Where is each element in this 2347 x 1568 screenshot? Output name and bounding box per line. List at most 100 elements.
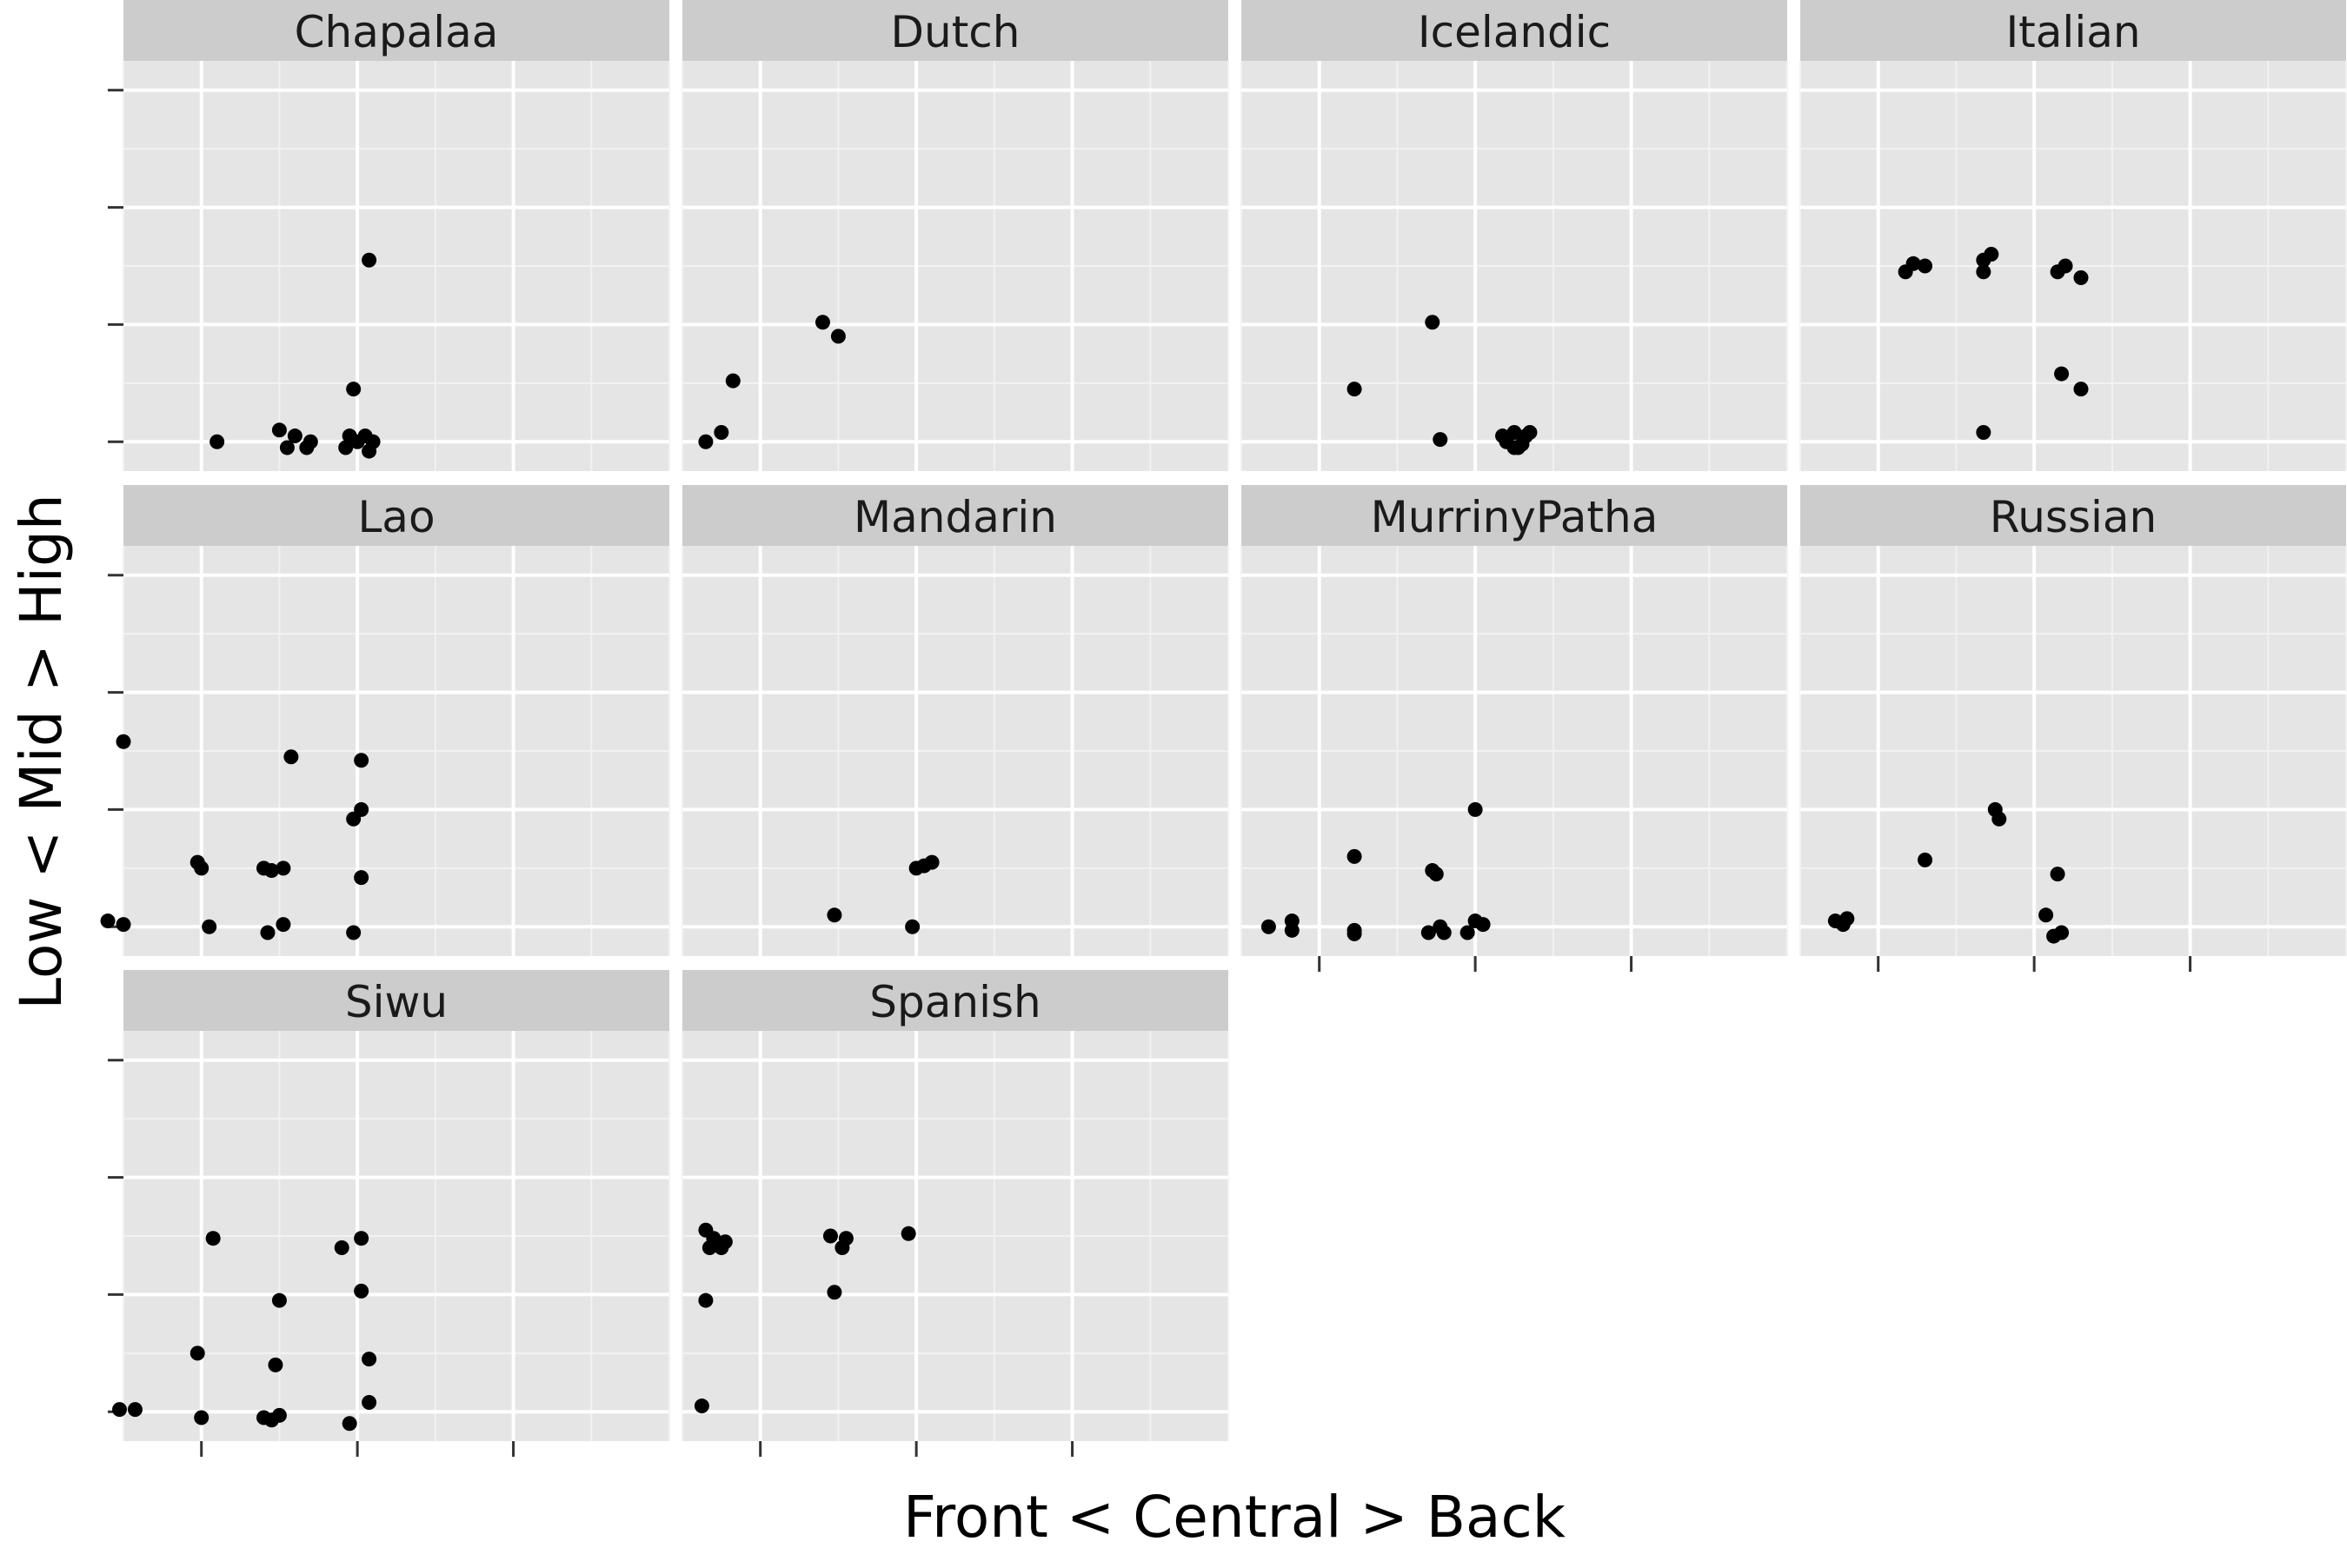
data-point — [830, 329, 846, 344]
data-point — [924, 854, 940, 870]
data-point — [838, 1231, 854, 1246]
facet-dutch: Dutch — [681, 0, 1229, 471]
facet-chapalaa: Chapalaa — [108, 0, 670, 471]
facet-label: Icelandic — [1418, 7, 1611, 57]
data-point — [1425, 315, 1440, 330]
data-point — [209, 434, 225, 449]
data-point — [1428, 867, 1444, 882]
data-point — [194, 860, 209, 876]
data-point — [346, 382, 362, 397]
data-point — [1976, 264, 1991, 280]
data-point — [354, 870, 369, 886]
facet-strip — [682, 485, 1228, 546]
facet-mandarin: Mandarin — [681, 485, 1229, 956]
facet-label: Chapalaa — [295, 7, 499, 57]
data-point — [362, 1352, 377, 1367]
data-point — [283, 749, 299, 765]
facet-strip — [1241, 485, 1787, 546]
data-point — [354, 1231, 369, 1246]
data-point — [1991, 811, 2007, 827]
data-point — [271, 1292, 287, 1308]
facet-siwu: Siwu — [108, 970, 670, 1457]
data-point — [1433, 432, 1448, 448]
facet-strip — [1800, 0, 2346, 61]
data-point — [112, 1402, 128, 1418]
data-point — [1506, 424, 1522, 440]
facet-label: Russian — [1990, 492, 2158, 542]
data-point — [2054, 366, 2070, 382]
data-point — [287, 429, 303, 444]
data-point — [116, 917, 131, 933]
facet-label: MurrinyPatha — [1371, 492, 1659, 542]
data-point — [717, 1234, 733, 1250]
facet-strip — [1241, 0, 1787, 61]
data-point — [1284, 922, 1300, 938]
data-point — [2073, 382, 2089, 397]
data-point — [299, 440, 315, 455]
data-point — [100, 914, 116, 929]
data-point — [116, 734, 131, 749]
facet-icelandic: Icelandic — [1240, 0, 1788, 471]
data-point — [1984, 247, 1999, 262]
data-point — [714, 424, 729, 440]
data-point — [362, 1394, 377, 1410]
data-point — [362, 252, 377, 268]
data-point — [1918, 852, 1933, 867]
facet-label: Italian — [2005, 7, 2140, 57]
data-point — [2073, 269, 2089, 285]
facet-label: Spanish — [869, 977, 1041, 1027]
data-point — [1420, 925, 1436, 940]
data-point — [822, 1228, 838, 1244]
data-point — [1976, 424, 1991, 440]
data-point — [1506, 440, 1522, 455]
data-point — [1346, 382, 1362, 397]
data-point — [2054, 925, 2070, 940]
data-point — [271, 422, 287, 438]
data-point — [202, 919, 217, 934]
data-point — [905, 919, 921, 934]
data-point — [1467, 801, 1483, 817]
data-point — [268, 1357, 283, 1372]
facet-spanish: Spanish — [681, 970, 1229, 1457]
data-point — [1346, 926, 1362, 941]
data-point — [205, 1231, 221, 1246]
data-point — [189, 1345, 205, 1361]
data-point — [827, 907, 842, 923]
facet-strip — [123, 970, 669, 1031]
data-point — [2050, 867, 2065, 882]
data-point — [827, 1285, 842, 1300]
facet-label: Mandarin — [854, 492, 1057, 542]
facet-strip — [123, 0, 669, 61]
facet-label: Lao — [357, 492, 435, 542]
data-point — [260, 925, 276, 940]
data-point — [1905, 256, 1921, 271]
data-point — [698, 1292, 714, 1308]
data-point — [1918, 258, 1933, 274]
data-point — [334, 1239, 349, 1255]
data-point — [698, 434, 714, 449]
data-point — [276, 917, 291, 933]
data-point — [365, 434, 381, 449]
data-point — [276, 860, 291, 876]
data-point — [354, 1283, 369, 1299]
data-point — [2058, 258, 2073, 274]
data-point — [1260, 919, 1276, 934]
facet-label: Siwu — [345, 977, 448, 1027]
data-point — [354, 801, 369, 817]
data-point — [279, 440, 295, 455]
facet-strip — [682, 970, 1228, 1031]
data-point — [694, 1399, 709, 1414]
facet-strip — [682, 0, 1228, 61]
data-point — [1436, 925, 1452, 940]
x-axis-title: Front < Central > Back — [903, 1484, 1566, 1551]
data-point — [1459, 925, 1475, 940]
data-point — [354, 753, 369, 768]
data-point — [901, 1226, 916, 1241]
data-point — [1522, 424, 1538, 440]
data-point — [342, 1416, 357, 1432]
facet-russian: Russian — [1799, 485, 2347, 972]
facet-strip — [1800, 485, 2346, 546]
data-point — [338, 440, 354, 455]
data-point — [263, 863, 279, 879]
